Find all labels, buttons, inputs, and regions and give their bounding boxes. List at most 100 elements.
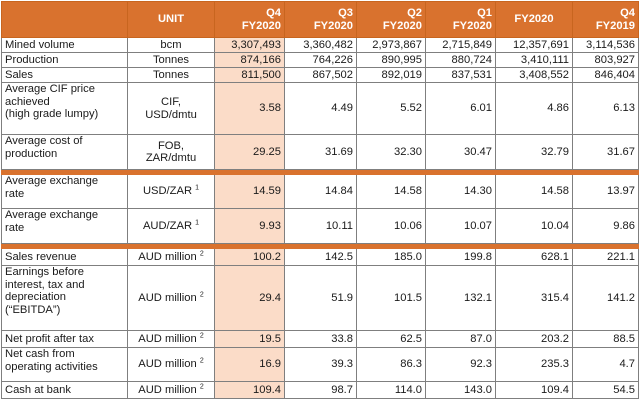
- row-label: Average exchange rate: [1, 208, 128, 244]
- row-unit-line: bcm: [160, 38, 182, 51]
- row-value: 6.01: [425, 82, 496, 135]
- row-unit-line: AUD/ZAR: [142, 219, 193, 232]
- row-unit: AUD million 2: [127, 248, 215, 266]
- row-label: Net profit after tax: [1, 330, 128, 348]
- row-unit: USD/ZAR 1: [127, 174, 215, 209]
- row-value: 880,724: [425, 52, 496, 68]
- row-label: Production: [1, 52, 128, 68]
- row-label: Cash at bank: [1, 381, 128, 399]
- row-value: 10.06: [356, 208, 426, 244]
- footnote-marker: 2: [199, 291, 204, 299]
- table-row: Cash at bank AUD million 2 109.4 98.7 114.0 1…: [1, 381, 639, 399]
- row-label-line: Net profit after tax: [5, 332, 94, 345]
- row-value: 2,715,849: [425, 37, 496, 53]
- row-label: Average exchange rate: [1, 174, 128, 209]
- row-value: 98.7: [284, 381, 357, 399]
- row-value: 109.4: [495, 381, 573, 399]
- table-row: Average exchange rate AUD/ZAR 1 9.93 10.11 10…: [1, 208, 639, 244]
- row-value: 874,166: [214, 52, 285, 68]
- row-unit: FOB, ZAR/dmtu: [127, 134, 215, 170]
- row-unit: AUD million 2: [127, 381, 215, 399]
- row-label-line: Average CIF price: [5, 83, 95, 96]
- table-row: Production Tonnes 874,166 764,226 890,995 880…: [1, 52, 639, 68]
- footnote-marker: 1: [195, 184, 200, 192]
- row-label: Sales: [1, 67, 128, 83]
- row-value: 6.13: [572, 82, 639, 135]
- row-value: 14.58: [356, 174, 426, 209]
- row-value: 132.1: [425, 265, 496, 331]
- row-value: 185.0: [356, 248, 426, 266]
- row-value: 88.5: [572, 330, 639, 348]
- row-value: 867,502: [284, 67, 357, 83]
- row-value: 109.4: [214, 381, 285, 399]
- row-value: 92.3: [425, 347, 496, 382]
- row-value: 10.07: [425, 208, 496, 244]
- table-row: Sales revenue AUD million 2 100.2 142.5 185.…: [1, 248, 639, 266]
- row-value: 811,500: [214, 67, 285, 83]
- row-value: 114.0: [356, 381, 426, 399]
- row-value: 3,360,482: [284, 37, 357, 53]
- row-label-line: Cash at bank: [5, 383, 71, 396]
- footnote-marker: 2: [199, 357, 204, 365]
- row-unit: Tonnes: [127, 52, 215, 68]
- row-value: 87.0: [425, 330, 496, 348]
- footnote-marker: 2: [199, 383, 204, 391]
- row-unit-line: FOB,: [157, 139, 185, 152]
- row-unit-line: Tonnes: [152, 53, 190, 66]
- table-row: Net profit after tax AUD million 2 19.5 33.…: [1, 330, 639, 348]
- row-value: 4.86: [495, 82, 573, 135]
- row-value: 235.3: [495, 347, 573, 382]
- row-value: 14.30: [425, 174, 496, 209]
- header-q3-fy2020: Q3 FY2020: [284, 1, 357, 38]
- row-unit-line: AUD million: [138, 383, 197, 396]
- row-label-line: Production: [5, 53, 59, 66]
- table-row: Average exchange rate USD/ZAR 1 14.59 14.84 1…: [1, 174, 639, 209]
- table-row: Average cost of production FOB, ZAR/dmtu 29.…: [1, 134, 639, 170]
- row-value: 890,995: [356, 52, 426, 68]
- row-label-line: Average exchange: [5, 209, 99, 222]
- row-unit: AUD million 2: [127, 347, 215, 382]
- row-value: 101.5: [356, 265, 426, 331]
- row-label-line: Net cash from: [5, 348, 75, 361]
- row-label-line: Sales revenue: [5, 250, 77, 263]
- summary-table: UNIT Q4 FY2020 Q3 FY2020 Q2 FY2020 Q1 FY2020…: [1, 1, 639, 399]
- operations-section: Mined volume bcm 3,307,493 3,360,482 2,973,8…: [1, 37, 639, 170]
- row-unit-line: AUD million: [138, 332, 197, 345]
- row-label-line: Earnings before: [5, 266, 84, 279]
- row-value: 837,531: [425, 67, 496, 83]
- row-unit: bcm: [127, 37, 215, 53]
- row-value: 19.5: [214, 330, 285, 348]
- table-row: Net cash from operating activities AUD mil…: [1, 347, 639, 382]
- header-q1-fy2020: Q1 FY2020: [425, 1, 496, 38]
- row-value: 29.4: [214, 265, 285, 331]
- row-label-line: interest, tax and: [5, 278, 85, 291]
- table-row: Earnings before interest, tax and deprecia…: [1, 265, 639, 331]
- operational-financial-summary: UNIT Q4 FY2020 Q3 FY2020 Q2 FY2020 Q1 FY2020…: [1, 1, 639, 399]
- row-label-line: (“EBITDA”): [5, 303, 61, 316]
- row-value: 2,973,867: [356, 37, 426, 53]
- row-value: 315.4: [495, 265, 573, 331]
- row-value: 3,307,493: [214, 37, 285, 53]
- row-unit: Tonnes: [127, 67, 215, 83]
- row-unit-line: CIF,: [161, 96, 181, 108]
- table-row: Sales Tonnes 811,500 867,502 892,019 837,531 3…: [1, 67, 639, 83]
- row-value: 221.1: [572, 248, 639, 266]
- row-value: 29.25: [214, 134, 285, 170]
- row-label: Average CIF price achieved (high grade lum…: [1, 82, 128, 135]
- row-unit-line: AUD million: [138, 291, 197, 304]
- row-unit-line: AUD million: [138, 358, 197, 371]
- row-value: 628.1: [495, 248, 573, 266]
- exchange-rate-section: Average exchange rate USD/ZAR 1 14.59 14.84 1…: [1, 174, 639, 244]
- row-unit: CIF, USD/dmtu: [127, 82, 215, 135]
- row-value: 203.2: [495, 330, 573, 348]
- row-value: 3,114,536: [572, 37, 639, 53]
- row-value: 142.5: [284, 248, 357, 266]
- row-label-line: Average cost of: [5, 135, 83, 148]
- row-label-line: operating activities: [5, 360, 98, 373]
- row-value: 803,927: [572, 52, 639, 68]
- row-value: 31.69: [284, 134, 357, 170]
- row-label-line: Average exchange: [5, 175, 99, 188]
- row-value: 14.59: [214, 174, 285, 209]
- footnote-marker: 2: [199, 332, 204, 340]
- header-q4-fy2019: Q4 FY2019: [572, 1, 639, 38]
